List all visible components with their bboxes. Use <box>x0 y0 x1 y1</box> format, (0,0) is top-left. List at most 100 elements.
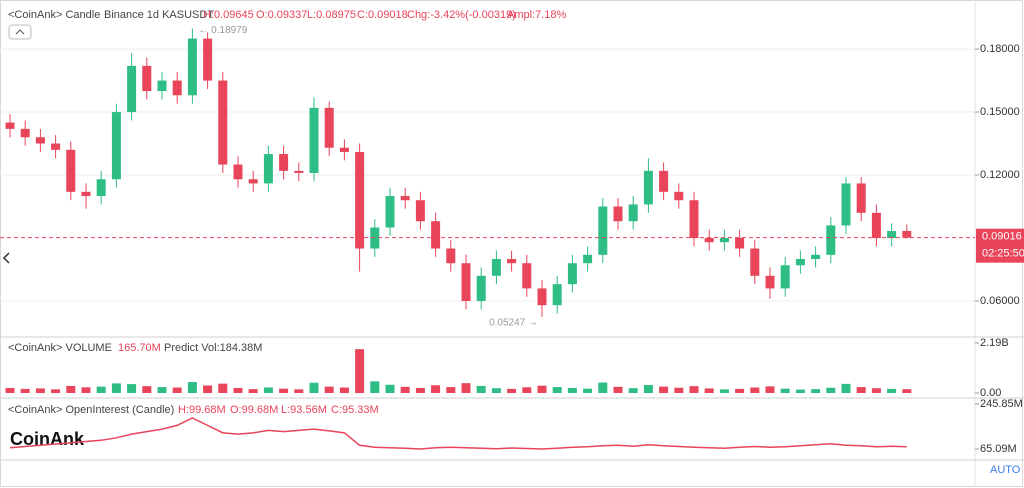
auto-button[interactable]: AUTO <box>990 464 1021 476</box>
candle-body <box>537 288 547 306</box>
candle-body <box>218 80 228 165</box>
volume-bar <box>537 385 547 393</box>
candle-body <box>856 183 866 213</box>
volume-bar <box>598 382 608 393</box>
y-tick-label: 2.19B <box>980 337 1009 349</box>
volume-bar <box>735 388 745 393</box>
volume-bar <box>294 389 304 393</box>
candle-body <box>446 248 456 264</box>
candle-body <box>704 238 714 243</box>
candle-body <box>719 238 729 243</box>
volume-bar <box>887 388 897 393</box>
candle-body <box>659 170 669 192</box>
candle-body <box>5 122 15 129</box>
volume-bar <box>795 389 805 393</box>
volume-bar <box>826 387 836 393</box>
volume-bar <box>415 387 425 393</box>
candle-body <box>826 225 836 255</box>
volume-bar <box>355 349 365 393</box>
collapse-icon <box>15 29 25 35</box>
last-price-box <box>976 228 1024 263</box>
volume-bar <box>66 385 76 393</box>
collapse-button[interactable] <box>8 24 32 40</box>
oi-high: H:99.68M <box>178 404 226 416</box>
market: Binance 1d KASUSDT <box>104 9 214 21</box>
candle-body <box>765 275 775 289</box>
candle-body <box>628 204 638 222</box>
volume-bar <box>111 383 121 393</box>
candle-body <box>203 38 213 81</box>
open: O:0.09337 <box>256 9 307 21</box>
volume-bar <box>5 387 15 393</box>
oi-source: <CoinAnk> OpenInterest (Candle) <box>8 404 174 416</box>
y-tick-label: 245.85M <box>980 398 1023 410</box>
candle-body <box>780 265 790 289</box>
volume-bar <box>127 384 137 393</box>
volume-bar <box>856 387 866 393</box>
candle-body <box>127 65 137 113</box>
candle-body <box>674 191 684 201</box>
candle-body <box>887 230 897 239</box>
price-header: <CoinAnk> Candle Binance 1d KASUSDT H:0.… <box>8 9 567 21</box>
y-tick-label: 0.18000 <box>980 43 1020 55</box>
y-tick-label: 0.00 <box>980 387 1001 399</box>
candle-body <box>491 259 501 276</box>
volume-bar <box>613 386 623 393</box>
volume-source: <CoinAnk> VOLUME <box>8 342 112 354</box>
candle-body <box>157 80 167 92</box>
candle-body <box>309 107 319 173</box>
candle-body <box>461 263 471 301</box>
candle-body <box>598 206 608 255</box>
candle-body <box>355 151 365 249</box>
volume-bar <box>400 386 410 393</box>
change: Chg:-3.42%(-0.00319) <box>407 9 516 21</box>
candle-body <box>142 65 152 92</box>
volume-bar <box>643 385 653 393</box>
candle-body <box>507 259 517 264</box>
volume-bar <box>491 388 501 393</box>
volume-bar <box>157 387 167 393</box>
scroll-left[interactable] <box>2 252 10 264</box>
volume-bar <box>552 387 562 393</box>
y-tick-label: 65.09M <box>980 443 1017 455</box>
oi-close: C:95.33M <box>331 404 379 416</box>
volume-bar <box>583 388 593 393</box>
candle-body <box>643 170 653 205</box>
predict-vol: Predict Vol:184.38M <box>164 342 262 354</box>
volume-bar <box>431 385 441 393</box>
volume-bar <box>811 389 821 393</box>
watermark: CoinAnk <box>10 429 85 449</box>
extreme-label: 0.05247 → <box>489 317 538 328</box>
candle-body <box>811 254 821 260</box>
candle-body <box>66 149 76 192</box>
volume-bar <box>324 386 334 393</box>
volume-bar <box>263 387 273 393</box>
volume-bar <box>689 386 699 393</box>
candle-body <box>81 191 91 197</box>
candle-body <box>248 179 258 184</box>
candle-body <box>233 164 243 180</box>
volume-bar <box>674 387 684 393</box>
candle-body <box>294 170 304 173</box>
candle-body <box>400 196 410 201</box>
oi-open: O:99.68M <box>230 404 278 416</box>
candle-body <box>750 248 760 276</box>
volume-bar <box>339 387 349 393</box>
candle-body <box>431 221 441 249</box>
volume-value: 165.70M <box>118 342 161 354</box>
volume-bar <box>81 387 91 393</box>
open-interest-line <box>9 417 907 450</box>
volume-bar <box>446 387 456 393</box>
candle-body <box>567 263 577 285</box>
volume-bar <box>871 388 881 393</box>
candle-body <box>263 154 273 184</box>
volume-bar <box>659 386 669 393</box>
volume-bar <box>233 387 243 393</box>
volume-bar <box>370 381 380 393</box>
candle-body <box>20 128 30 138</box>
candle-body <box>902 230 912 238</box>
candle-body <box>795 259 805 266</box>
volume-bar <box>780 388 790 393</box>
volume-bar <box>218 383 228 393</box>
candle-body <box>324 107 334 148</box>
